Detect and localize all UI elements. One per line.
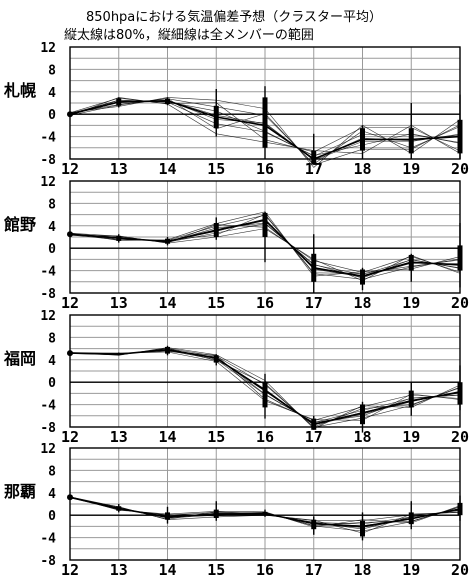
y-tick-label: 12 (40, 175, 56, 190)
x-tick-label: 19 (402, 561, 420, 578)
x-tick-label: 14 (158, 294, 176, 312)
x-tick-label: 15 (207, 160, 225, 178)
x-tick-label: 14 (158, 160, 176, 178)
x-tick-label: 19 (402, 160, 420, 178)
y-tick-label: -8 (40, 153, 56, 168)
x-tick-label: 20 (451, 294, 469, 312)
x-tick-label: 15 (207, 428, 225, 446)
x-tick-label: 18 (353, 160, 371, 178)
y-tick-label: 0 (48, 376, 56, 391)
y-tick-label: 4 (48, 487, 56, 502)
y-tick-label: 0 (48, 108, 56, 123)
x-tick-label: 12 (61, 294, 79, 312)
x-tick-label: 13 (110, 160, 128, 178)
x-tick-label: 16 (256, 160, 274, 178)
y-tick-label: 12 (40, 309, 56, 324)
y-tick-label: -8 (40, 421, 56, 436)
y-tick-label: 8 (48, 464, 56, 479)
x-tick-label: 13 (110, 428, 128, 446)
start-marker (67, 350, 73, 357)
city-label: 札幌 (3, 81, 36, 100)
city-label: 館野 (4, 215, 36, 234)
x-tick-label: 17 (305, 561, 323, 578)
start-marker (67, 231, 73, 238)
x-tick-label: 16 (256, 561, 274, 578)
y-tick-label: 0 (48, 509, 56, 524)
chart-subtitle: 縦太線は80%，縦細線は全メンバーの範囲 (64, 27, 314, 43)
x-tick-label: 20 (451, 428, 469, 446)
panel-4: 12 8 4 0 -4 -8 12 13 14 15 16 17 18 19 20 那覇 (4, 442, 469, 578)
x-tick-label: 12 (61, 561, 79, 578)
x-tick-label: 18 (353, 294, 371, 312)
y-tick-label: 0 (48, 242, 56, 257)
y-tick-label: 4 (48, 354, 56, 369)
y-tick-label: 8 (48, 331, 56, 346)
panel-1: 12 8 4 0 -4 -8 12 13 14 15 16 17 18 19 20 札幌 (3, 41, 469, 178)
chart-title: 850hpaにおける気温偏差予想（クラスター平均） (86, 9, 382, 25)
y-tick-label: 8 (48, 197, 56, 212)
y-tick-label: 4 (48, 220, 56, 235)
start-marker (67, 494, 73, 501)
x-tick-label: 17 (305, 294, 323, 312)
panel-3: 12 8 4 0 -4 -8 12 13 14 15 16 17 18 19 20 福岡 (3, 309, 469, 446)
y-tick-label: -4 (40, 532, 56, 547)
x-tick-label: 18 (353, 561, 371, 578)
y-tick-label: 4 (48, 86, 56, 101)
x-tick-label: 18 (353, 428, 371, 446)
y-tick-label: 12 (40, 442, 56, 457)
y-tick-label: -4 (40, 265, 56, 280)
y-tick-label: 8 (48, 63, 56, 78)
x-tick-label: 20 (451, 561, 469, 578)
x-tick-label: 12 (61, 428, 79, 446)
x-tick-label: 20 (451, 160, 469, 178)
y-tick-label: -4 (40, 399, 56, 414)
x-tick-label: 13 (110, 561, 128, 578)
x-tick-label: 14 (158, 561, 176, 578)
city-label: 福岡 (3, 349, 36, 368)
y-tick-label: -8 (40, 287, 56, 302)
x-tick-label: 15 (207, 561, 225, 578)
x-tick-label: 16 (256, 428, 274, 446)
x-tick-label: 19 (402, 294, 420, 312)
start-marker (67, 111, 73, 118)
city-label: 那覇 (4, 482, 36, 501)
x-tick-label: 19 (402, 428, 420, 446)
x-tick-label: 17 (305, 428, 323, 446)
y-tick-label: 12 (40, 41, 56, 56)
x-tick-label: 13 (110, 294, 128, 312)
x-tick-label: 12 (61, 160, 79, 178)
x-tick-label: 14 (158, 428, 176, 446)
x-tick-label: 15 (207, 294, 225, 312)
panel-2: 12 8 4 0 -4 -8 12 13 14 15 16 17 18 19 20 館野 (4, 175, 469, 312)
y-tick-label: -4 (40, 131, 56, 146)
y-tick-label: -8 (40, 554, 56, 569)
x-tick-label: 17 (305, 160, 323, 178)
x-tick-label: 16 (256, 294, 274, 312)
